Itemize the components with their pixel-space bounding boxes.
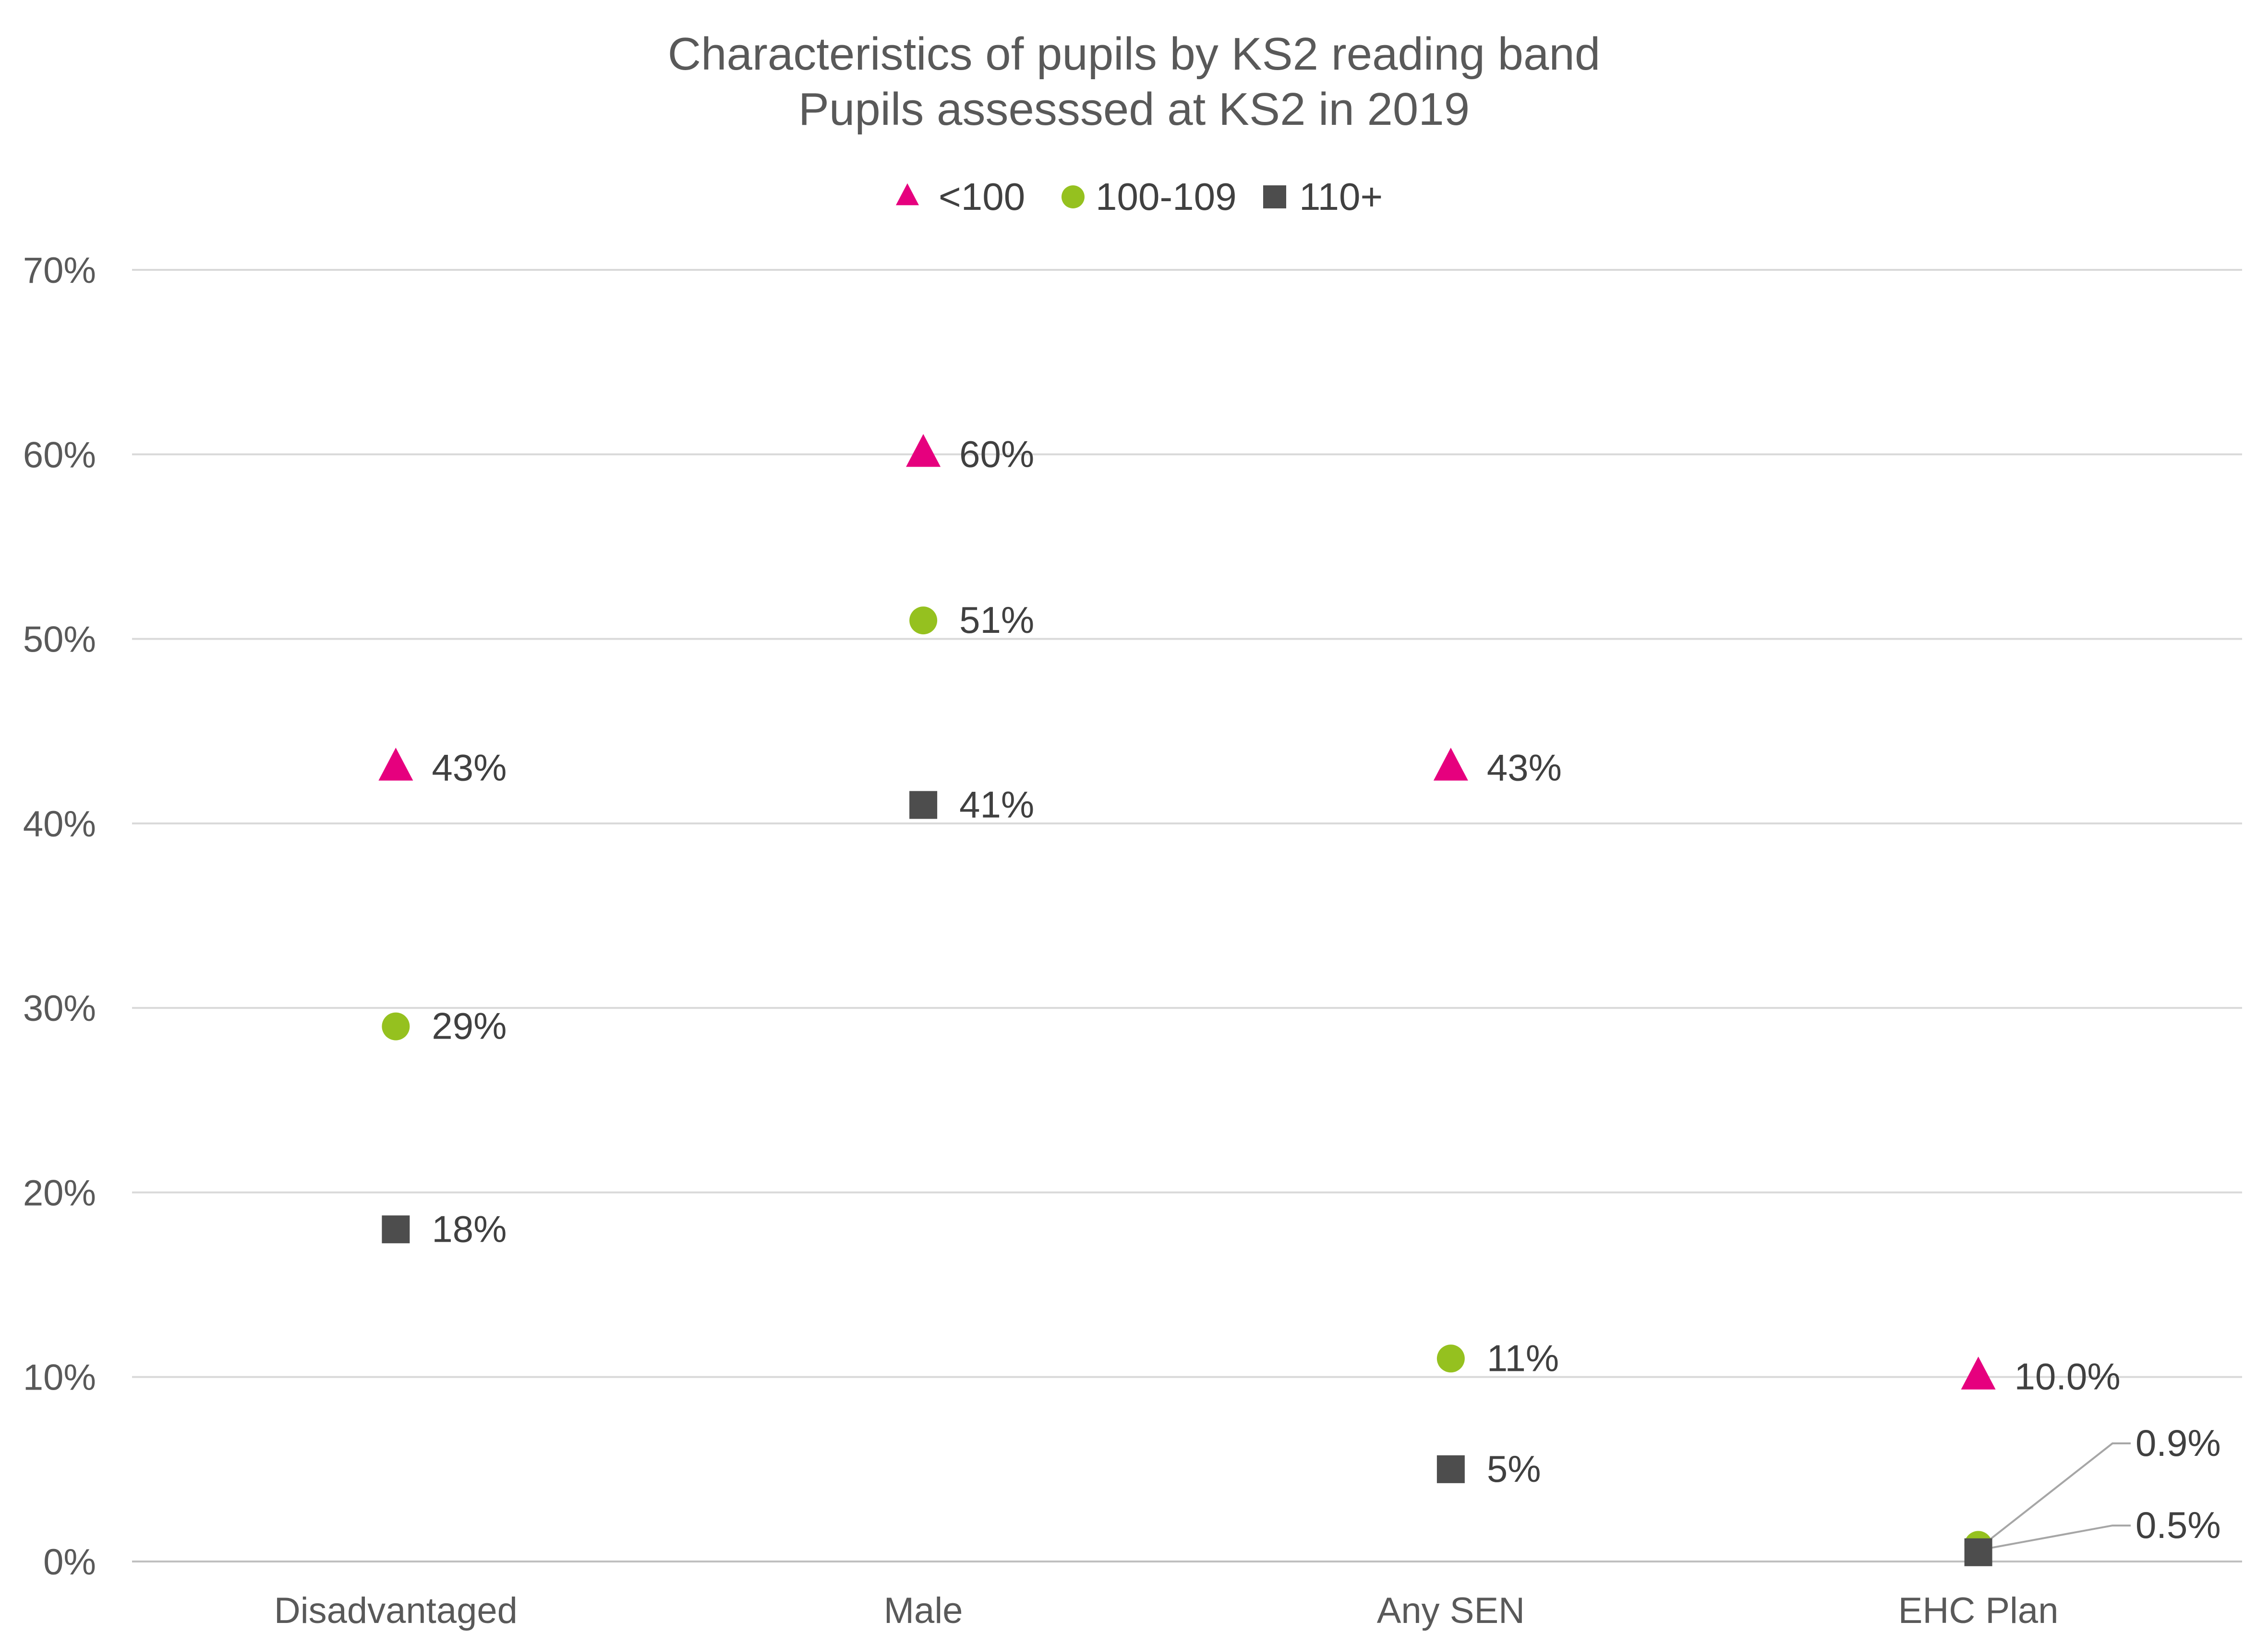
marker-square	[1964, 1538, 1992, 1566]
y-tick-label: 20%	[23, 1173, 96, 1213]
x-tick-label: Male	[884, 1590, 963, 1631]
marker-triangle	[1961, 1356, 1996, 1390]
data-label: 29%	[432, 1005, 507, 1047]
leader-lines	[1987, 1442, 2131, 1549]
legend-item: <100	[896, 175, 1025, 218]
marker-circle	[909, 606, 938, 635]
x-tick-label: Any SEN	[1377, 1590, 1525, 1631]
marker-circle	[1062, 185, 1085, 208]
legend-label: 110+	[1299, 175, 1383, 218]
legend-label: <100	[939, 175, 1025, 218]
data-label: 10.0%	[2015, 1356, 2121, 1398]
data-labels: 43% 60% 43% 10.0% 29% 51% 11% 0.9% 18% 41% 5% 0.5%	[432, 433, 2220, 1546]
legend-item: 100-109	[1062, 175, 1237, 218]
y-tick-label: 30%	[23, 988, 96, 1029]
y-tick-label: 0%	[43, 1542, 96, 1583]
y-tick-label: 40%	[23, 804, 96, 845]
data-label: 0.9%	[2135, 1422, 2221, 1464]
y-tick-label: 60%	[23, 435, 96, 475]
data-label: 43%	[1487, 747, 1562, 789]
data-label: 5%	[1487, 1448, 1541, 1490]
marker-square	[909, 791, 938, 819]
marker-square	[382, 1215, 410, 1244]
x-tick-label: Disadvantaged	[274, 1590, 518, 1631]
marker-triangle	[1433, 748, 1468, 781]
chart-subtitle: Pupils assesssed at KS2 in 2019	[798, 84, 1470, 135]
marker-square	[1263, 185, 1286, 208]
data-label: 51%	[959, 599, 1034, 641]
x-tick-label: EHC Plan	[1898, 1590, 2059, 1631]
marker-circle	[1436, 1344, 1465, 1373]
legend-label: 100-109	[1096, 175, 1237, 218]
marker-triangle	[378, 748, 413, 781]
data-label: 60%	[959, 433, 1034, 475]
marker-triangle	[906, 434, 941, 467]
data-markers	[378, 434, 1996, 1566]
chart-title: Characteristics of pupils by KS2 reading…	[668, 28, 1600, 80]
data-label: 0.5%	[2135, 1504, 2221, 1546]
marker-square	[1436, 1455, 1465, 1483]
data-label: 18%	[432, 1208, 507, 1250]
y-tick-label: 10%	[23, 1357, 96, 1398]
data-label: 41%	[959, 783, 1034, 825]
y-tick-label: 70%	[23, 250, 96, 291]
x-axis-ticks: Disadvantaged Male Any SEN EHC Plan	[274, 1590, 2059, 1631]
data-label: 43%	[432, 747, 507, 789]
y-axis-ticks: 0% 10% 20% 30% 40% 50% 60% 70%	[23, 250, 96, 1583]
legend-item: 110+	[1263, 175, 1383, 218]
marker-circle	[382, 1012, 410, 1041]
gridlines	[132, 269, 2242, 1562]
y-tick-label: 50%	[23, 619, 96, 660]
marker-triangle	[896, 183, 919, 206]
leader-line	[1987, 1442, 2131, 1542]
legend: <100 100-109 110+	[896, 175, 1383, 218]
data-label: 11%	[1487, 1337, 1559, 1379]
leader-line	[1988, 1525, 2131, 1549]
